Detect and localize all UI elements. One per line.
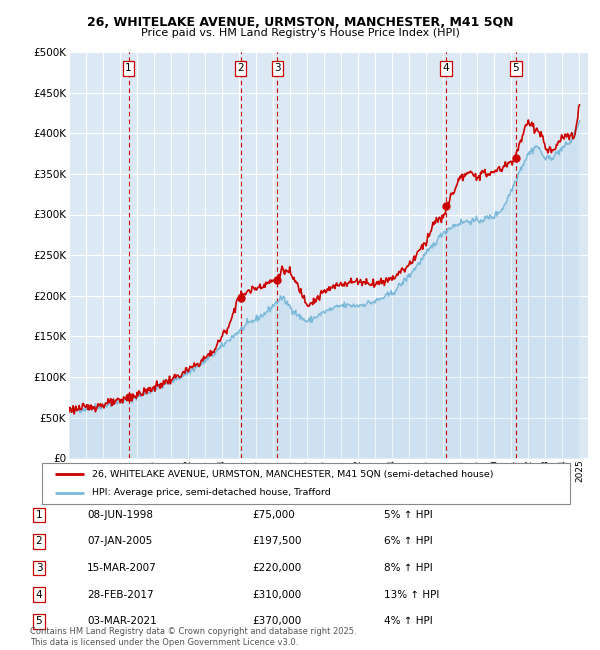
Text: 4% ↑ HPI: 4% ↑ HPI (384, 616, 433, 627)
Text: £370,000: £370,000 (252, 616, 301, 627)
Text: 08-JUN-1998: 08-JUN-1998 (87, 510, 153, 520)
Text: 3: 3 (274, 64, 281, 73)
Text: £310,000: £310,000 (252, 590, 301, 600)
Text: 26, WHITELAKE AVENUE, URMSTON, MANCHESTER, M41 5QN: 26, WHITELAKE AVENUE, URMSTON, MANCHESTE… (87, 16, 513, 29)
Text: 15-MAR-2007: 15-MAR-2007 (87, 563, 157, 573)
Text: 03-MAR-2021: 03-MAR-2021 (87, 616, 157, 627)
Text: 5: 5 (35, 616, 43, 627)
Text: Price paid vs. HM Land Registry's House Price Index (HPI): Price paid vs. HM Land Registry's House … (140, 28, 460, 38)
Text: £197,500: £197,500 (252, 536, 302, 547)
Text: 5: 5 (512, 64, 519, 73)
Text: HPI: Average price, semi-detached house, Trafford: HPI: Average price, semi-detached house,… (92, 488, 331, 497)
Text: 2: 2 (237, 64, 244, 73)
FancyBboxPatch shape (42, 463, 570, 504)
Text: 3: 3 (35, 563, 43, 573)
Text: 26, WHITELAKE AVENUE, URMSTON, MANCHESTER, M41 5QN (semi-detached house): 26, WHITELAKE AVENUE, URMSTON, MANCHESTE… (92, 470, 494, 479)
Text: 28-FEB-2017: 28-FEB-2017 (87, 590, 154, 600)
Text: £75,000: £75,000 (252, 510, 295, 520)
Text: 4: 4 (35, 590, 43, 600)
Text: 8% ↑ HPI: 8% ↑ HPI (384, 563, 433, 573)
Text: 6% ↑ HPI: 6% ↑ HPI (384, 536, 433, 547)
Text: 13% ↑ HPI: 13% ↑ HPI (384, 590, 439, 600)
Text: 4: 4 (443, 64, 449, 73)
Text: 2: 2 (35, 536, 43, 547)
Text: 1: 1 (35, 510, 43, 520)
Text: 1: 1 (125, 64, 132, 73)
Text: Contains HM Land Registry data © Crown copyright and database right 2025.
This d: Contains HM Land Registry data © Crown c… (30, 627, 356, 647)
Text: 5% ↑ HPI: 5% ↑ HPI (384, 510, 433, 520)
Text: £220,000: £220,000 (252, 563, 301, 573)
Text: 07-JAN-2005: 07-JAN-2005 (87, 536, 152, 547)
